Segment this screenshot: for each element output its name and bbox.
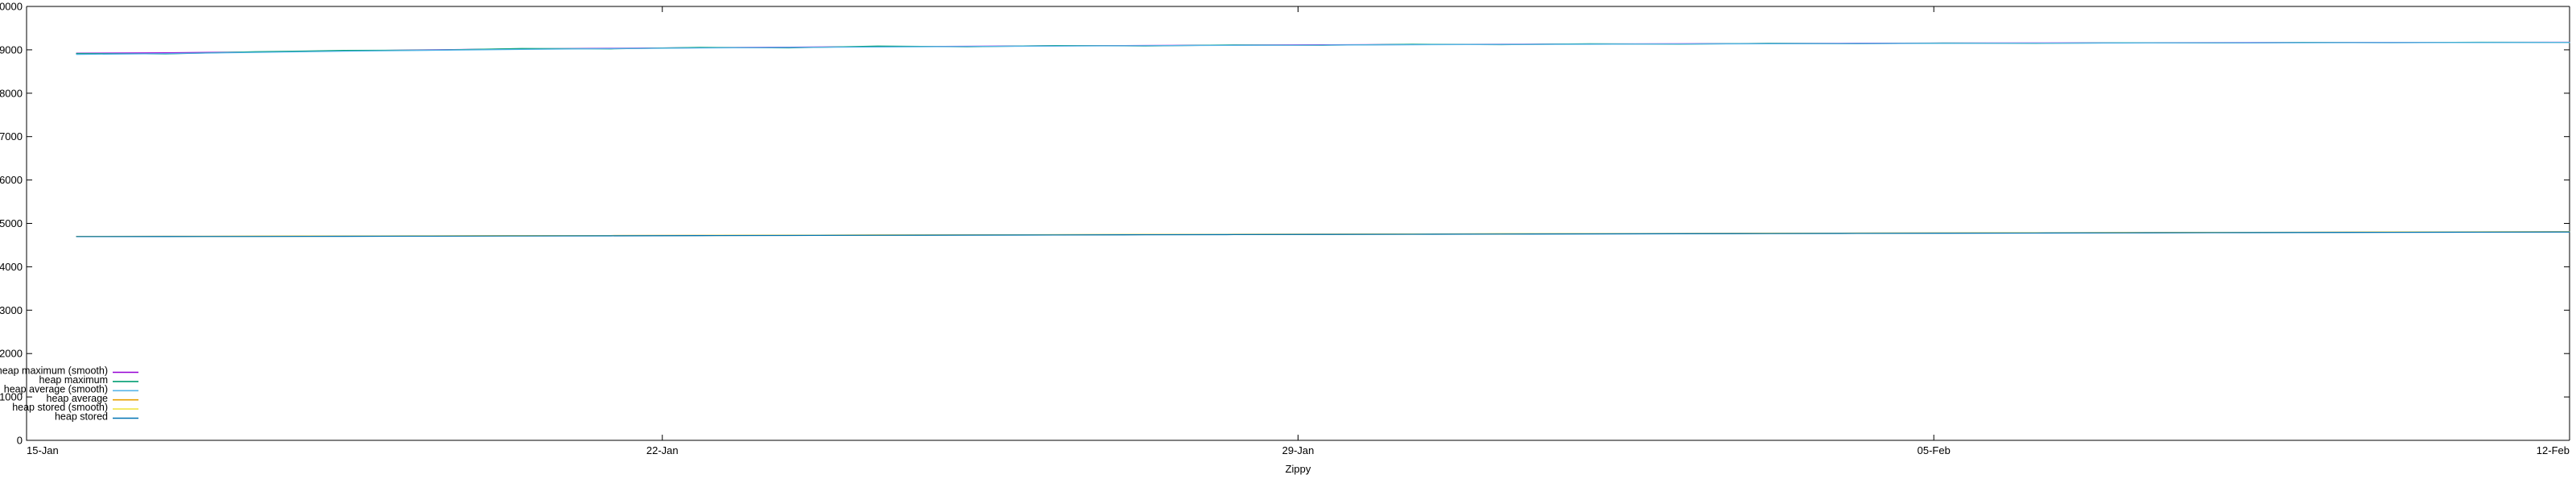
y-tick-label: 4000 [0,261,23,273]
legend-label: heap stored (smooth) [12,402,108,413]
x-tick-label: 29-Jan [1282,444,1315,456]
y-tick-label: 10000 [0,1,23,13]
x-tick-label: 05-Feb [1918,444,1951,456]
y-tick-label: 5000 [0,217,23,229]
series-line [76,42,2570,56]
x-tick-label: 15-Jan [27,444,59,456]
x-tick-label: 22-Jan [646,444,679,456]
y-tick-label: 6000 [0,174,23,186]
series-line [76,231,2570,237]
y-tick-label: 0 [17,435,23,447]
x-axis-ticks: 15-Jan 22-Jan 29-Jan 05-Feb 12-Feb [26,6,2570,456]
series-line [76,41,2570,54]
y-tick-label: 3000 [0,304,23,316]
y-tick-label: 7000 [0,130,23,142]
y-tick-label: 9000 [0,43,23,56]
y-tick-label: 1000 [0,391,23,403]
legend-label: heap average (smooth) [4,383,108,394]
legend-label: heap maximum [39,374,108,386]
x-tick-label: 12-Feb [2537,444,2570,456]
series-line [76,41,2570,55]
legend-label: heap maximum (smooth) [0,365,108,377]
data-series-group [76,41,2570,237]
x-axis-title: Zippy [1286,463,1311,475]
legend-label: heap stored [55,411,108,423]
y-axis-ticks: 0 1000 2000 3000 4000 5000 6000 7000 8000 9000 100… [0,1,2570,447]
axis-frame [26,6,2570,441]
legend-label: heap average [47,393,109,404]
y-tick-label: 8000 [0,87,23,99]
y-tick-label: 2000 [0,348,23,360]
